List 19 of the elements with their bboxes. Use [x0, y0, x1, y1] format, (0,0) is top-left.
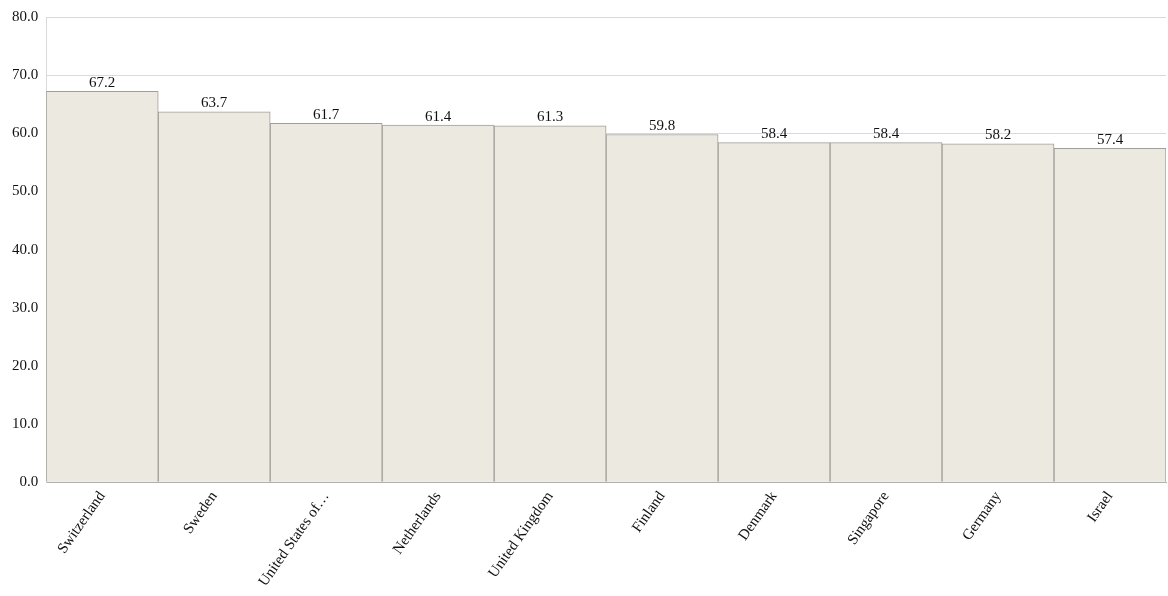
data-label: 59.8 [648, 116, 676, 133]
y-tick-label: 60.0 [12, 124, 39, 141]
data-label: 67.2 [89, 73, 116, 90]
data-label: 61.7 [313, 105, 340, 122]
y-tick-label: 40.0 [12, 240, 39, 257]
data-label: 58.4 [872, 125, 900, 142]
y-tick-label: 80.0 [12, 7, 39, 24]
data-label: 58.2 [984, 126, 1012, 143]
y-tick-label: 50.0 [12, 182, 39, 199]
y-tick-label: 20.0 [12, 356, 39, 373]
y-tick-label: 70.0 [12, 66, 39, 83]
y-tick-label: 0.0 [19, 473, 39, 490]
data-label: 61.3 [537, 108, 564, 125]
data-label: 61.4 [425, 107, 452, 124]
y-tick-label: 10.0 [12, 415, 39, 431]
data-label: 57.4 [1096, 130, 1124, 147]
data-label: 58.4 [760, 125, 788, 142]
y-tick-label: 30.0 [12, 298, 39, 315]
data-label: 63.7 [201, 94, 228, 111]
